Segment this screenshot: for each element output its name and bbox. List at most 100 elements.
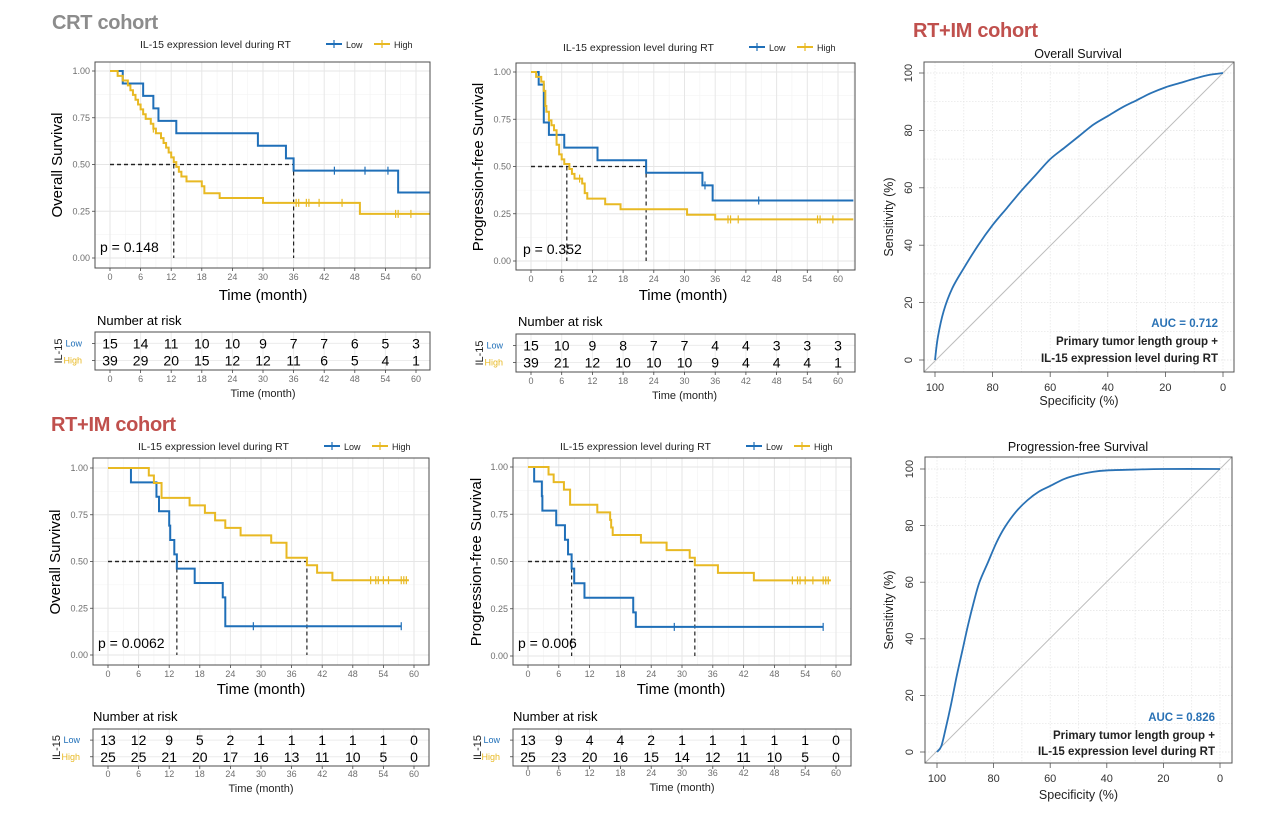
legend-item-low: Low bbox=[746, 442, 783, 452]
risk-cell: 9 bbox=[711, 355, 719, 371]
legend-item-high: High bbox=[372, 442, 411, 452]
x-tick-label: 18 bbox=[195, 669, 205, 679]
x-tick-label: 20 bbox=[1157, 773, 1169, 785]
risk-x-tick-label: 48 bbox=[769, 768, 779, 778]
y-axis-title: Overall Survival bbox=[49, 112, 66, 217]
x-axis-title: Time (month) bbox=[637, 681, 726, 698]
x-tick-label: 12 bbox=[585, 669, 595, 679]
risk-table-title: Number at risk bbox=[97, 313, 182, 328]
legend-label-low: Low bbox=[769, 43, 786, 53]
risk-x-tick-label: 24 bbox=[227, 374, 237, 384]
risk-cell: 9 bbox=[259, 335, 267, 351]
risk-strata-high: High bbox=[61, 752, 80, 762]
legend: IL-15 expression level during RT Low High bbox=[138, 441, 411, 453]
risk-x-tick-label: 42 bbox=[741, 376, 751, 386]
plot-border bbox=[92, 457, 430, 666]
risk-cell: 1 bbox=[257, 732, 265, 748]
risk-cell: 17 bbox=[223, 749, 239, 765]
x-tick-label: 36 bbox=[708, 669, 718, 679]
risk-strata-low: Low bbox=[483, 735, 500, 745]
risk-cell: 10 bbox=[345, 749, 361, 765]
y-tick-label: 0 bbox=[903, 357, 915, 363]
y-tick-label: 0.75 bbox=[493, 114, 511, 124]
risk-x-tick-label: 12 bbox=[587, 376, 597, 386]
km-panel-crt_pfs: 0 6 12 18 24 30 36 42 48 54 600.000.250.500.751.00… bbox=[470, 42, 856, 402]
x-tick-label: 0 bbox=[525, 669, 530, 679]
y-tick-label: 0.25 bbox=[490, 604, 508, 614]
risk-cell: 7 bbox=[320, 335, 328, 351]
risk-cell: 5 bbox=[196, 732, 204, 748]
x-axis-title: Specificity (%) bbox=[1039, 788, 1118, 802]
risk-cell: 12 bbox=[255, 353, 271, 369]
risk-cell: 4 bbox=[742, 355, 750, 371]
risk-x-tick-label: 36 bbox=[708, 768, 718, 778]
risk-cell: 0 bbox=[410, 749, 418, 765]
x-tick-label: 24 bbox=[227, 272, 237, 282]
risk-x-tick-label: 18 bbox=[618, 376, 628, 386]
x-tick-label: 54 bbox=[378, 669, 388, 679]
y-tick-label: 80 bbox=[903, 124, 915, 136]
x-tick-label: 24 bbox=[225, 669, 235, 679]
risk-cell: 20 bbox=[192, 749, 208, 765]
risk-table-background bbox=[516, 334, 855, 372]
rtim-cohort-heading-roc: RT+IM cohort bbox=[913, 20, 1038, 42]
risk-x-axis-title: Time (month) bbox=[229, 783, 294, 795]
roc-curve bbox=[934, 72, 1224, 361]
plot-border bbox=[515, 62, 856, 271]
risk-cell: 13 bbox=[284, 749, 300, 765]
risk-cell: 10 bbox=[225, 335, 241, 351]
model-note-line-1: Primary tumor length group + bbox=[1056, 336, 1218, 348]
roc-title: Progression-free Survival bbox=[1008, 440, 1148, 454]
roc-panel-roc_pfs: 100 80 60 40 20 0 0 20 40 60 80 100 Progression-free… bbox=[882, 440, 1233, 802]
risk-x-tick-label: 42 bbox=[319, 374, 329, 384]
y-tick-label: 0.25 bbox=[70, 603, 88, 613]
risk-cell: 4 bbox=[803, 355, 811, 371]
risk-cell: 0 bbox=[410, 732, 418, 748]
risk-cell: 3 bbox=[773, 337, 781, 353]
km-curve-high bbox=[110, 70, 430, 215]
risk-x-tick-label: 42 bbox=[739, 768, 749, 778]
y-axis-title: Sensitivity (%) bbox=[882, 570, 896, 649]
x-tick-label: 6 bbox=[556, 669, 561, 679]
x-tick-label: 48 bbox=[348, 669, 358, 679]
risk-table-title: Number at risk bbox=[518, 314, 603, 329]
risk-cell: 13 bbox=[100, 732, 116, 748]
risk-cell: 4 bbox=[742, 337, 750, 353]
x-tick-label: 18 bbox=[618, 274, 628, 284]
risk-x-tick-label: 30 bbox=[677, 768, 687, 778]
x-tick-label: 48 bbox=[769, 669, 779, 679]
plot-border bbox=[512, 457, 852, 666]
risk-x-tick-label: 48 bbox=[350, 374, 360, 384]
risk-cell: 5 bbox=[380, 749, 388, 765]
x-tick-label: 48 bbox=[350, 272, 360, 282]
x-tick-label: 80 bbox=[987, 773, 999, 785]
x-axis-title: Time (month) bbox=[219, 287, 308, 304]
legend-label-high: High bbox=[394, 40, 413, 50]
risk-cell: 11 bbox=[736, 749, 751, 765]
risk-cell: 10 bbox=[767, 749, 783, 765]
risk-cell: 12 bbox=[225, 353, 241, 369]
risk-x-tick-label: 0 bbox=[525, 768, 530, 778]
y-tick-label: 0.50 bbox=[72, 160, 90, 170]
risk-cell: 16 bbox=[613, 749, 629, 765]
risk-cell: 8 bbox=[619, 337, 627, 353]
y-tick-label: 0.00 bbox=[490, 651, 508, 661]
risk-cell: 14 bbox=[674, 749, 690, 765]
risk-x-axis-title: Time (month) bbox=[652, 390, 717, 402]
risk-cell: 11 bbox=[315, 749, 330, 765]
x-tick-label: 0 bbox=[105, 669, 110, 679]
y-tick-label: 60 bbox=[904, 576, 916, 588]
risk-cell: 7 bbox=[290, 335, 298, 351]
risk-cell: 13 bbox=[520, 732, 536, 748]
legend-title: IL-15 expression level during RT bbox=[138, 441, 290, 453]
risk-cell: 6 bbox=[351, 335, 359, 351]
risk-cell: 10 bbox=[194, 335, 210, 351]
risk-cell: 14 bbox=[133, 335, 149, 351]
legend-label-high: High bbox=[392, 442, 411, 452]
risk-x-tick-label: 60 bbox=[409, 769, 419, 779]
risk-cell: 3 bbox=[803, 337, 811, 353]
y-tick-label: 0.50 bbox=[70, 557, 88, 567]
risk-cell: 23 bbox=[551, 749, 567, 765]
risk-table-border bbox=[94, 331, 431, 371]
